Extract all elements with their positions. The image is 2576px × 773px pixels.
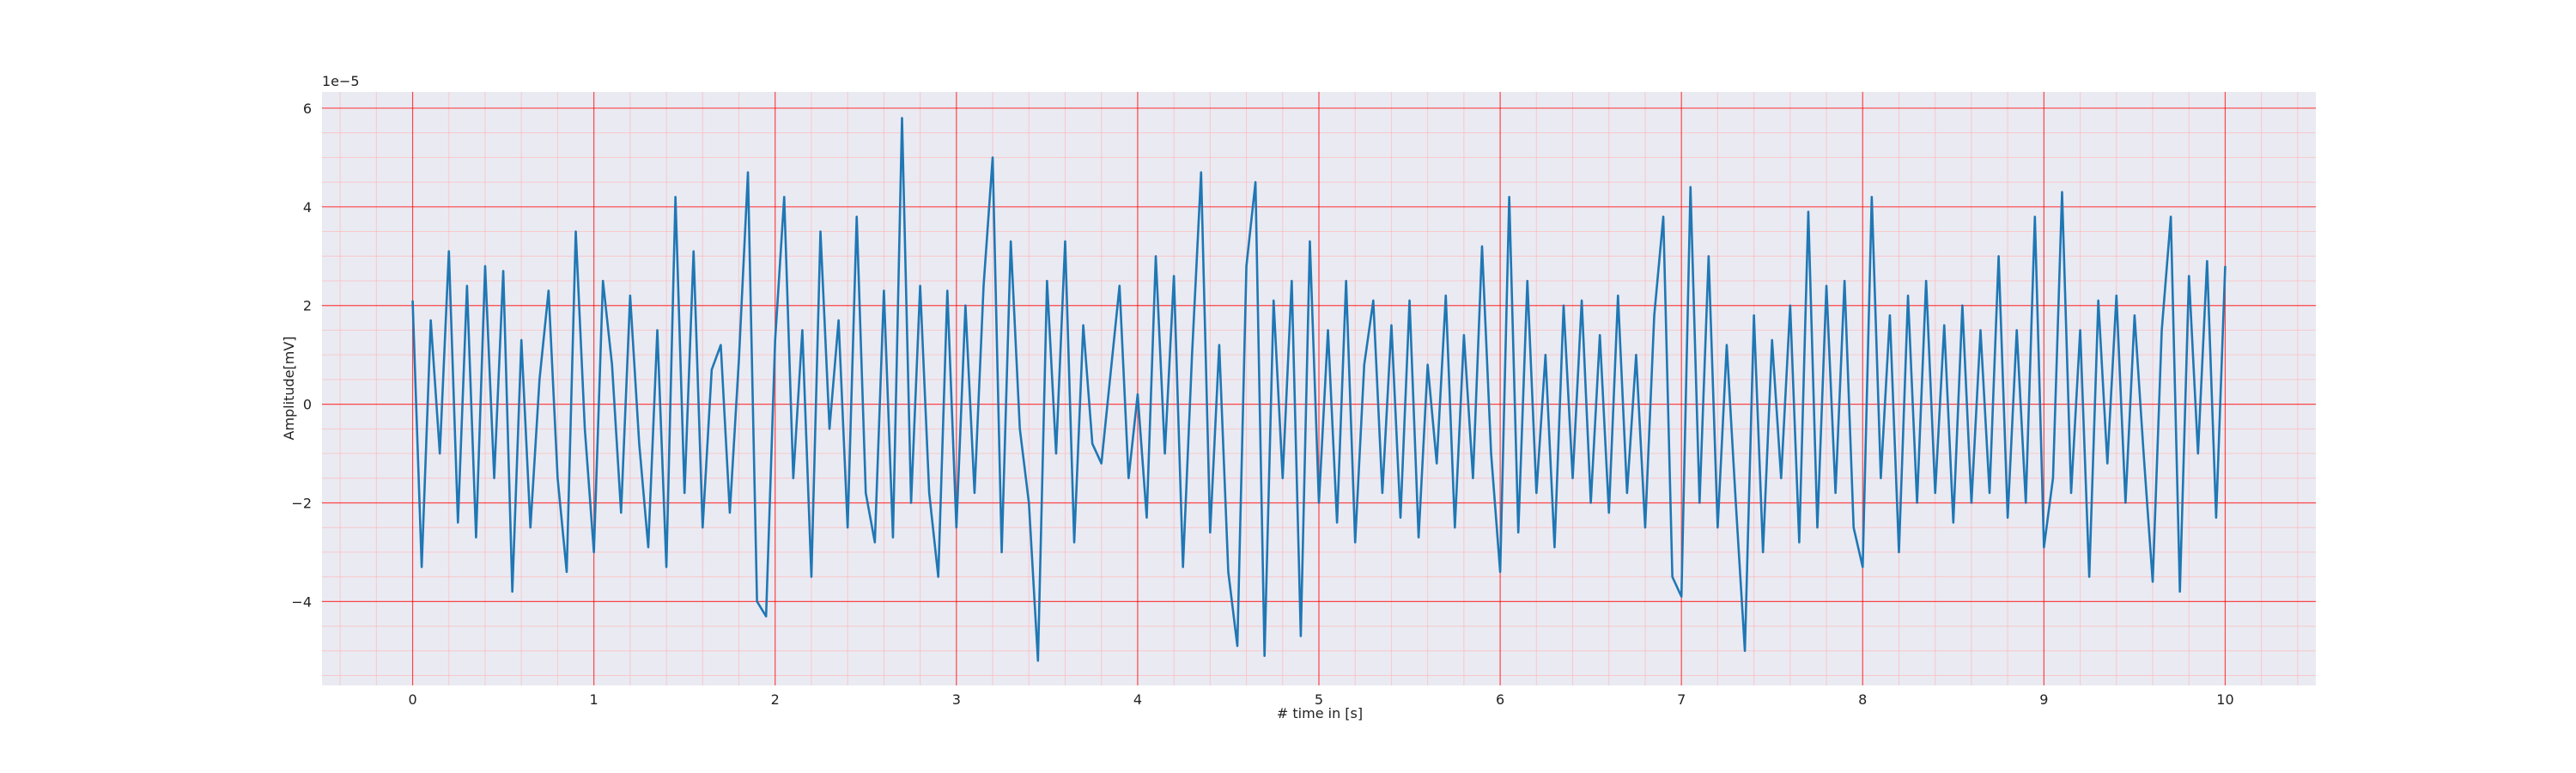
x-tick-label: 5 <box>1315 691 1323 708</box>
x-tick-label: 3 <box>952 691 961 708</box>
x-tick-label: 4 <box>1133 691 1142 708</box>
y-tick-label: 6 <box>303 100 312 117</box>
y-tick-label: −4 <box>291 593 312 610</box>
y-axis-label: Amplitude[mV] <box>281 336 297 440</box>
x-tick-label: 0 <box>408 691 416 708</box>
y-tick-label: 0 <box>303 397 312 413</box>
y-tick-label: 4 <box>303 199 312 216</box>
y-tick-label: −2 <box>291 495 312 511</box>
x-tick-label: 7 <box>1677 691 1686 708</box>
x-tick-label: 1 <box>590 691 598 708</box>
x-tick-label: 10 <box>2216 691 2233 708</box>
x-tick-label: 2 <box>771 691 780 708</box>
x-axis-label: # time in [s] <box>1277 705 1363 721</box>
x-tick-label: 6 <box>1496 691 1504 708</box>
y-tick-label: 2 <box>303 298 312 314</box>
y-offset-label: 1e−5 <box>322 73 360 89</box>
signal-line <box>411 117 2227 662</box>
x-tick-label: 9 <box>2039 691 2048 708</box>
x-tick-label: 8 <box>1858 691 1867 708</box>
